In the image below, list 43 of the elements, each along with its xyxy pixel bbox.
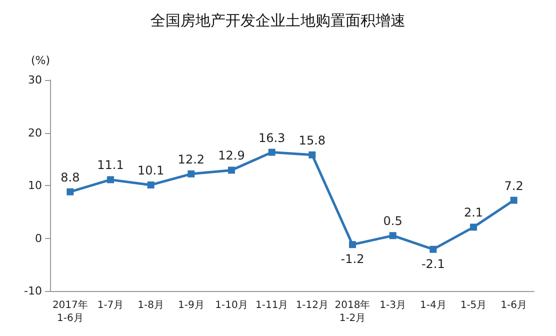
data-label: -1.2 bbox=[340, 252, 364, 266]
data-label: 12.2 bbox=[178, 152, 205, 166]
x-tick-label: 1-11月 bbox=[255, 300, 288, 311]
data-label: 10.1 bbox=[137, 163, 164, 178]
x-tick-label: 2018年 1-2月 bbox=[334, 299, 370, 324]
x-tick-label: 2017年 1-6月 bbox=[52, 299, 88, 324]
point bbox=[66, 188, 74, 196]
x-tick-label: 1-4月 bbox=[420, 300, 446, 311]
y-tick-label: 30 bbox=[28, 74, 42, 86]
chart-title: 全国房地产开发企业土地购置面积增速 bbox=[150, 12, 406, 30]
y-tick-label: -10 bbox=[24, 284, 42, 298]
x-tick-label: 1-6月 bbox=[500, 300, 528, 311]
point bbox=[147, 181, 154, 188]
data-label: 15.8 bbox=[298, 133, 326, 148]
x-tick-label: 1-7月 bbox=[97, 300, 124, 311]
data-label: 8.8 bbox=[60, 170, 80, 184]
point bbox=[107, 176, 114, 184]
y-axis-title: (%) bbox=[30, 54, 50, 67]
data-label: 11.1 bbox=[97, 158, 124, 172]
point bbox=[430, 246, 437, 253]
point bbox=[510, 196, 518, 204]
point bbox=[349, 241, 356, 248]
x-tick-label: 1-5月 bbox=[460, 300, 487, 311]
point bbox=[308, 151, 316, 158]
data-label: 12.9 bbox=[218, 148, 245, 163]
point bbox=[188, 170, 195, 178]
data-label: 2.1 bbox=[464, 206, 484, 220]
point bbox=[228, 166, 235, 174]
y-tick-label: 10 bbox=[28, 179, 42, 192]
point bbox=[470, 224, 477, 231]
y-tick-label: 0 bbox=[35, 232, 42, 245]
point bbox=[268, 148, 276, 156]
x-tick-label: 1-12月 bbox=[296, 300, 329, 311]
data-label: 7.2 bbox=[504, 178, 524, 193]
data-label: 16.3 bbox=[258, 130, 286, 145]
data-label: -2.1 bbox=[421, 256, 445, 271]
x-tick-label: 1-8月 bbox=[138, 300, 164, 311]
x-tick-label: 1-3月 bbox=[380, 300, 406, 311]
y-tick-label: 20 bbox=[28, 126, 42, 140]
x-tick-label: 1-9月 bbox=[178, 300, 204, 311]
x-tick-label: 1-10月 bbox=[215, 300, 248, 311]
point bbox=[389, 232, 396, 240]
data-label: 0.5 bbox=[383, 214, 402, 228]
